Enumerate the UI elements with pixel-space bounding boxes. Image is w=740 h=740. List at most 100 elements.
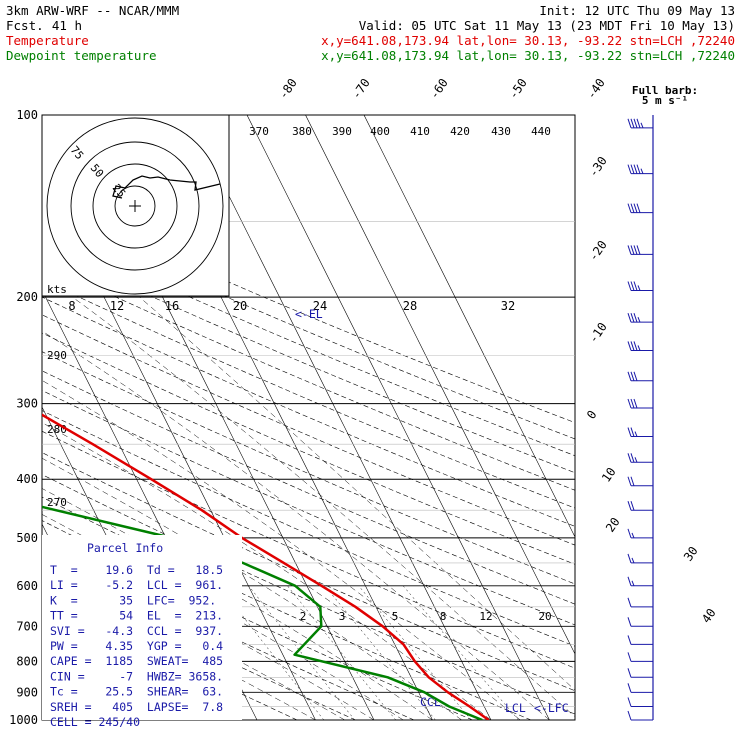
legend-dewpoint: Dewpoint temperature	[6, 48, 157, 63]
pressure-tick-label: 300	[16, 397, 38, 411]
isotherm-label: -70	[349, 76, 373, 102]
forecast-label: Fcst.	[6, 18, 44, 33]
pressure-tick-label: 100	[16, 108, 38, 122]
isotherm-label: -60	[427, 76, 451, 102]
pressure-tick-label: 700	[16, 619, 38, 633]
wind-barb	[627, 398, 653, 409]
wind-barb-flag	[630, 371, 635, 381]
isotherm-line	[246, 115, 550, 720]
wind-barb	[627, 341, 653, 351]
parcel-info-title: Parcel Info	[87, 541, 163, 555]
wind-barb-flag	[627, 281, 632, 291]
hodograph-units: kts	[47, 283, 67, 296]
theta-label: 380	[292, 125, 312, 138]
parcel-info-row: CELL = 245/40	[50, 715, 140, 729]
theta-side-label: 270	[47, 496, 67, 509]
pressure-tick-label: 900	[16, 685, 38, 699]
wind-barb-flag	[636, 164, 641, 174]
parcel-info-row: SVI = -4.3 CCL = 937.	[50, 624, 223, 638]
pressure-tick-label: 1000	[9, 713, 38, 727]
barb-key-units: 5 m s⁻¹	[642, 94, 688, 107]
wind-barb-flag	[627, 371, 632, 381]
wind-barb-flag	[630, 453, 635, 463]
mixing-ratio-label: 5	[392, 610, 399, 623]
wind-barb-flag	[627, 341, 632, 351]
parcel-info-row: CIN = -7 HWBZ= 3658.	[50, 669, 223, 683]
wind-barb	[627, 476, 653, 487]
wind-barb	[627, 501, 653, 511]
temp-location: x,y=641.08,173.94 lat,lon= 30.13, -93.22…	[321, 33, 735, 48]
hodograph-axis-label: 24	[313, 299, 327, 313]
mixing-ratio-label: 12	[479, 610, 492, 623]
wind-barb-flag	[636, 245, 641, 255]
lfc-marker: <-LFC	[534, 701, 569, 715]
wind-barb-flag	[627, 203, 632, 213]
mixing-ratio-label: 20	[538, 610, 551, 623]
mixing-ratio-line	[248, 585, 355, 720]
isotherm-label: 10	[599, 465, 619, 485]
moist-adiabat	[42, 457, 462, 720]
hodograph-ring	[92, 163, 178, 249]
wind-barb-half	[640, 122, 644, 129]
wind-barb-flag	[633, 118, 638, 128]
theta-label: 400	[370, 125, 390, 138]
wind-barb-flag	[633, 398, 638, 409]
pressure-tick-label: 800	[16, 654, 38, 668]
wind-barb	[627, 528, 653, 539]
init-time: Init: 12 UTC Thu 09 May 13	[539, 3, 735, 18]
wind-barb-half	[631, 580, 635, 586]
wind-barb-flag	[633, 341, 638, 351]
el-marker: <-EL	[295, 307, 323, 321]
mixing-ratio-label: 3	[339, 610, 346, 623]
wind-barb-flag	[630, 245, 635, 255]
hodograph-axis-label: 16	[165, 299, 179, 313]
wind-barb-flag	[633, 371, 638, 381]
moist-adiabat	[42, 330, 550, 720]
wind-barb-flag	[627, 668, 632, 678]
wind-barb	[627, 652, 653, 662]
pressure-tick-label: 200	[16, 290, 38, 304]
dewpoint-curve	[42, 505, 483, 720]
wind-barb-flag	[627, 528, 632, 539]
moist-adiabat	[42, 380, 521, 720]
parcel-info-row: LI = -5.2 LCL = 961.	[50, 578, 223, 592]
isotherm-label: 20	[603, 515, 623, 535]
wind-barb-flag	[630, 118, 635, 128]
wind-barb-half	[640, 168, 644, 174]
isotherm-line	[305, 115, 575, 655]
parcel-info-row: T = 19.6 Td = 18.5	[50, 563, 223, 577]
wind-barb-flag	[636, 203, 641, 213]
pressure-tick-label: 400	[16, 472, 38, 486]
wind-barb-flag	[627, 597, 632, 607]
wind-barb-flag	[627, 635, 632, 645]
wind-barb-flag	[627, 652, 632, 662]
wind-barb-flag	[630, 476, 635, 486]
wind-barb	[627, 683, 653, 693]
moist-adiabat	[42, 422, 492, 720]
pressure-tick-label: 500	[16, 531, 38, 545]
parcel-info-row: SREH = 405 LAPSE= 7.8	[50, 700, 223, 714]
wind-barb-flag	[627, 427, 632, 437]
isotherm-label: 40	[699, 606, 719, 626]
wind-barb	[627, 576, 653, 587]
moist-adiabat	[139, 296, 575, 691]
legend-temperature: Temperature	[6, 33, 89, 48]
parcel-info-panel: Parcel Info T = 19.6 Td = 18.5LI = -5.2 …	[42, 535, 242, 729]
wind-barb-half	[631, 532, 635, 539]
wind-barb-flag	[627, 576, 632, 586]
wind-barb-half	[637, 345, 641, 351]
wind-barb-flag	[633, 164, 638, 174]
wind-barb-half	[637, 285, 641, 291]
isotherm-label: -50	[506, 76, 530, 102]
wind-barb-flag	[630, 427, 635, 437]
parcel-info-row: PW = 4.35 YGP = 0.4	[50, 639, 223, 653]
wind-barb-flag	[627, 476, 632, 486]
wind-barb-flag	[633, 245, 638, 255]
forecast-hour: 41 h	[52, 18, 82, 33]
wind-barb-flag	[627, 164, 632, 174]
wind-barb	[627, 281, 653, 291]
wind-barb	[627, 118, 653, 129]
isotherm-line	[188, 115, 492, 720]
isotherm-label: 0	[584, 408, 600, 422]
wind-barb-flag	[630, 203, 635, 213]
